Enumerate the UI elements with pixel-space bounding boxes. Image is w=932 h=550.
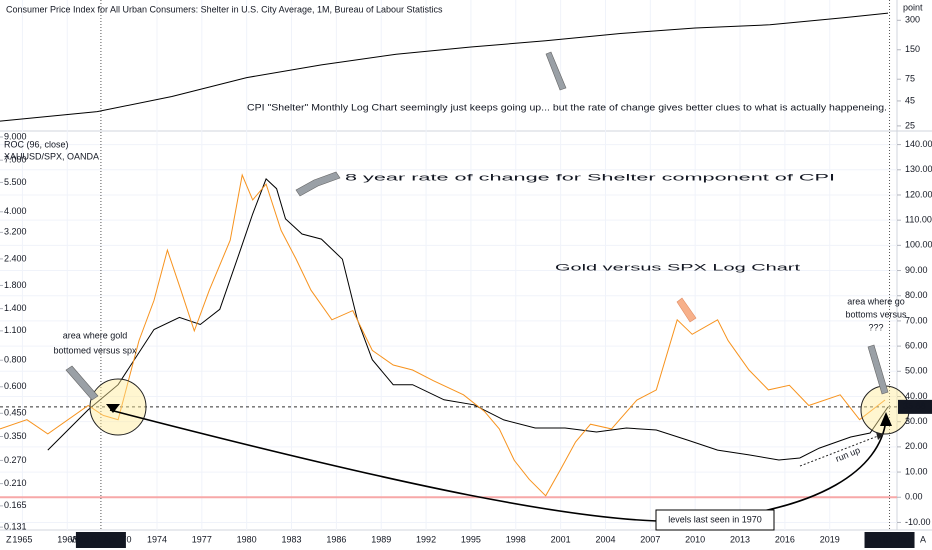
x-tick-label: 2004 bbox=[595, 534, 615, 544]
y-tick-label: 7.000 bbox=[4, 155, 27, 165]
x-tick-label: 1995 bbox=[461, 534, 481, 544]
corner-label: Z bbox=[6, 534, 12, 544]
y-tick-label: 45 bbox=[905, 95, 915, 105]
x-tick-label: 2001 bbox=[551, 534, 571, 544]
orange-arrow bbox=[676, 297, 697, 323]
y-tick-label: 0.165 bbox=[4, 500, 27, 510]
x-tick-label: 1983 bbox=[282, 534, 302, 544]
x-tick-label: 1968 bbox=[57, 534, 77, 544]
corner-label: A bbox=[920, 534, 926, 544]
x-tick-label: 1998 bbox=[506, 534, 526, 544]
y-tick-label: 4.000 bbox=[4, 206, 27, 216]
y2-tick-label: 140.00 bbox=[905, 139, 932, 149]
x-tick-label: 2007 bbox=[640, 534, 660, 544]
price-label: 35.88 bbox=[903, 401, 926, 411]
arrow-head bbox=[106, 404, 120, 413]
legend-entry: XAUUSD/SPX, OANDA bbox=[4, 151, 99, 161]
y2-tick-label: 80.00 bbox=[905, 290, 928, 300]
series-line bbox=[47, 178, 889, 461]
arrow-head bbox=[880, 412, 892, 426]
y2-tick-label: 130.00 bbox=[905, 164, 932, 174]
x-tick-label: 2013 bbox=[730, 534, 750, 544]
x-tick-label: 1977 bbox=[192, 534, 212, 544]
layer bbox=[0, 12, 889, 497]
y2-tick-label: 40.00 bbox=[905, 391, 928, 401]
gray-arrow bbox=[867, 344, 889, 395]
highlight-circle bbox=[89, 378, 147, 436]
y-tick-label: 0.270 bbox=[4, 455, 27, 465]
y2-tick-label: 70.00 bbox=[905, 315, 928, 325]
series-line bbox=[0, 173, 886, 497]
y-tick-label: 5.500 bbox=[4, 177, 27, 187]
arrow-head bbox=[876, 432, 884, 440]
highlight-label-bg bbox=[75, 532, 126, 548]
annotation: bottomed versus spx bbox=[53, 345, 137, 355]
annotation: ??? bbox=[868, 322, 883, 332]
layer: Consumer Price Index for All Urban Consu… bbox=[4, 2, 932, 548]
annotation: CPI "Shelter" Monthly Log Chart seemingl… bbox=[247, 102, 887, 112]
annotation: Gold versus SPX Log Chart bbox=[555, 262, 801, 272]
highlight-label: Wed 01 Apr '70 bbox=[70, 534, 131, 544]
y-tick-label: 1.100 bbox=[4, 325, 27, 335]
x-tick-label: 1989 bbox=[371, 534, 391, 544]
x-tick-label: 1974 bbox=[147, 534, 167, 544]
y2-tick-label: 0.00 bbox=[905, 492, 923, 502]
y2-tick-label: 90.00 bbox=[905, 265, 928, 275]
x-tick-label: 2010 bbox=[685, 534, 705, 544]
y-tick-label: 150 bbox=[905, 44, 920, 54]
y-tick-label: 1.800 bbox=[4, 280, 27, 290]
annotation: 8 year rate of change for Shelter compon… bbox=[345, 172, 835, 182]
y2-tick-label: -10.00 bbox=[905, 517, 931, 527]
y2-tick-label: 110.00 bbox=[905, 215, 932, 225]
curve-arrow bbox=[109, 409, 887, 523]
annotation: area where go bbox=[847, 296, 905, 306]
annotation-box bbox=[655, 509, 775, 531]
x-tick-label: 2016 bbox=[775, 534, 795, 544]
x-tick-label: 1986 bbox=[326, 534, 346, 544]
annotation-shapes bbox=[65, 51, 910, 531]
gray-arrow bbox=[65, 365, 99, 401]
x-tick-label: 2019 bbox=[820, 534, 840, 544]
highlight-label: Sun 01 Jan ' bbox=[865, 534, 915, 544]
highlight-label-bg bbox=[864, 532, 915, 548]
annotation: bottoms versus bbox=[845, 309, 907, 319]
axis-unit: point bbox=[903, 2, 923, 12]
annotation: area where gold bbox=[63, 330, 128, 340]
y-tick-label: 0.800 bbox=[4, 355, 27, 365]
y2-tick-label: 50.00 bbox=[905, 366, 928, 376]
layer bbox=[0, 0, 901, 530]
y-tick-label: 3.200 bbox=[4, 227, 27, 237]
x-tick-label: 1992 bbox=[416, 534, 436, 544]
price-label-bg bbox=[898, 399, 932, 414]
y-tick-label: 0.600 bbox=[4, 381, 27, 391]
gray-arrow bbox=[295, 171, 341, 197]
y-tick-label: 75 bbox=[905, 74, 915, 84]
y-tick-label: 0.131 bbox=[4, 522, 27, 532]
y-tick-label: 0.210 bbox=[4, 478, 27, 488]
y2-tick-label: 120.00 bbox=[905, 189, 932, 199]
pane-title: Consumer Price Index for All Urban Consu… bbox=[6, 4, 443, 14]
y-tick-label: 25 bbox=[905, 120, 915, 130]
y2-tick-label: 60.00 bbox=[905, 340, 928, 350]
y-tick-label: 0.450 bbox=[4, 408, 27, 418]
y2-tick-label: 100.00 bbox=[905, 240, 932, 250]
y-tick-label: 300 bbox=[905, 15, 920, 25]
y2-tick-label: 20.00 bbox=[905, 441, 928, 451]
y2-tick-label: 10.00 bbox=[905, 466, 928, 476]
x-tick-label: 1965 bbox=[12, 534, 32, 544]
y2-tick-label: 30.00 bbox=[905, 416, 928, 426]
legend-entry: ROC (96, close) bbox=[4, 139, 69, 149]
y-tick-label: 1.400 bbox=[4, 303, 27, 313]
annotation: levels last seen in 1970 bbox=[668, 514, 762, 524]
series-line bbox=[0, 12, 889, 122]
gray-arrow bbox=[545, 51, 567, 91]
y-tick-label: 9.000 bbox=[4, 131, 27, 141]
y-tick-label: 0.350 bbox=[4, 431, 27, 441]
x-tick-label: 1980 bbox=[237, 534, 257, 544]
y-tick-label: 2.400 bbox=[4, 253, 27, 263]
run-up-line bbox=[799, 435, 879, 467]
